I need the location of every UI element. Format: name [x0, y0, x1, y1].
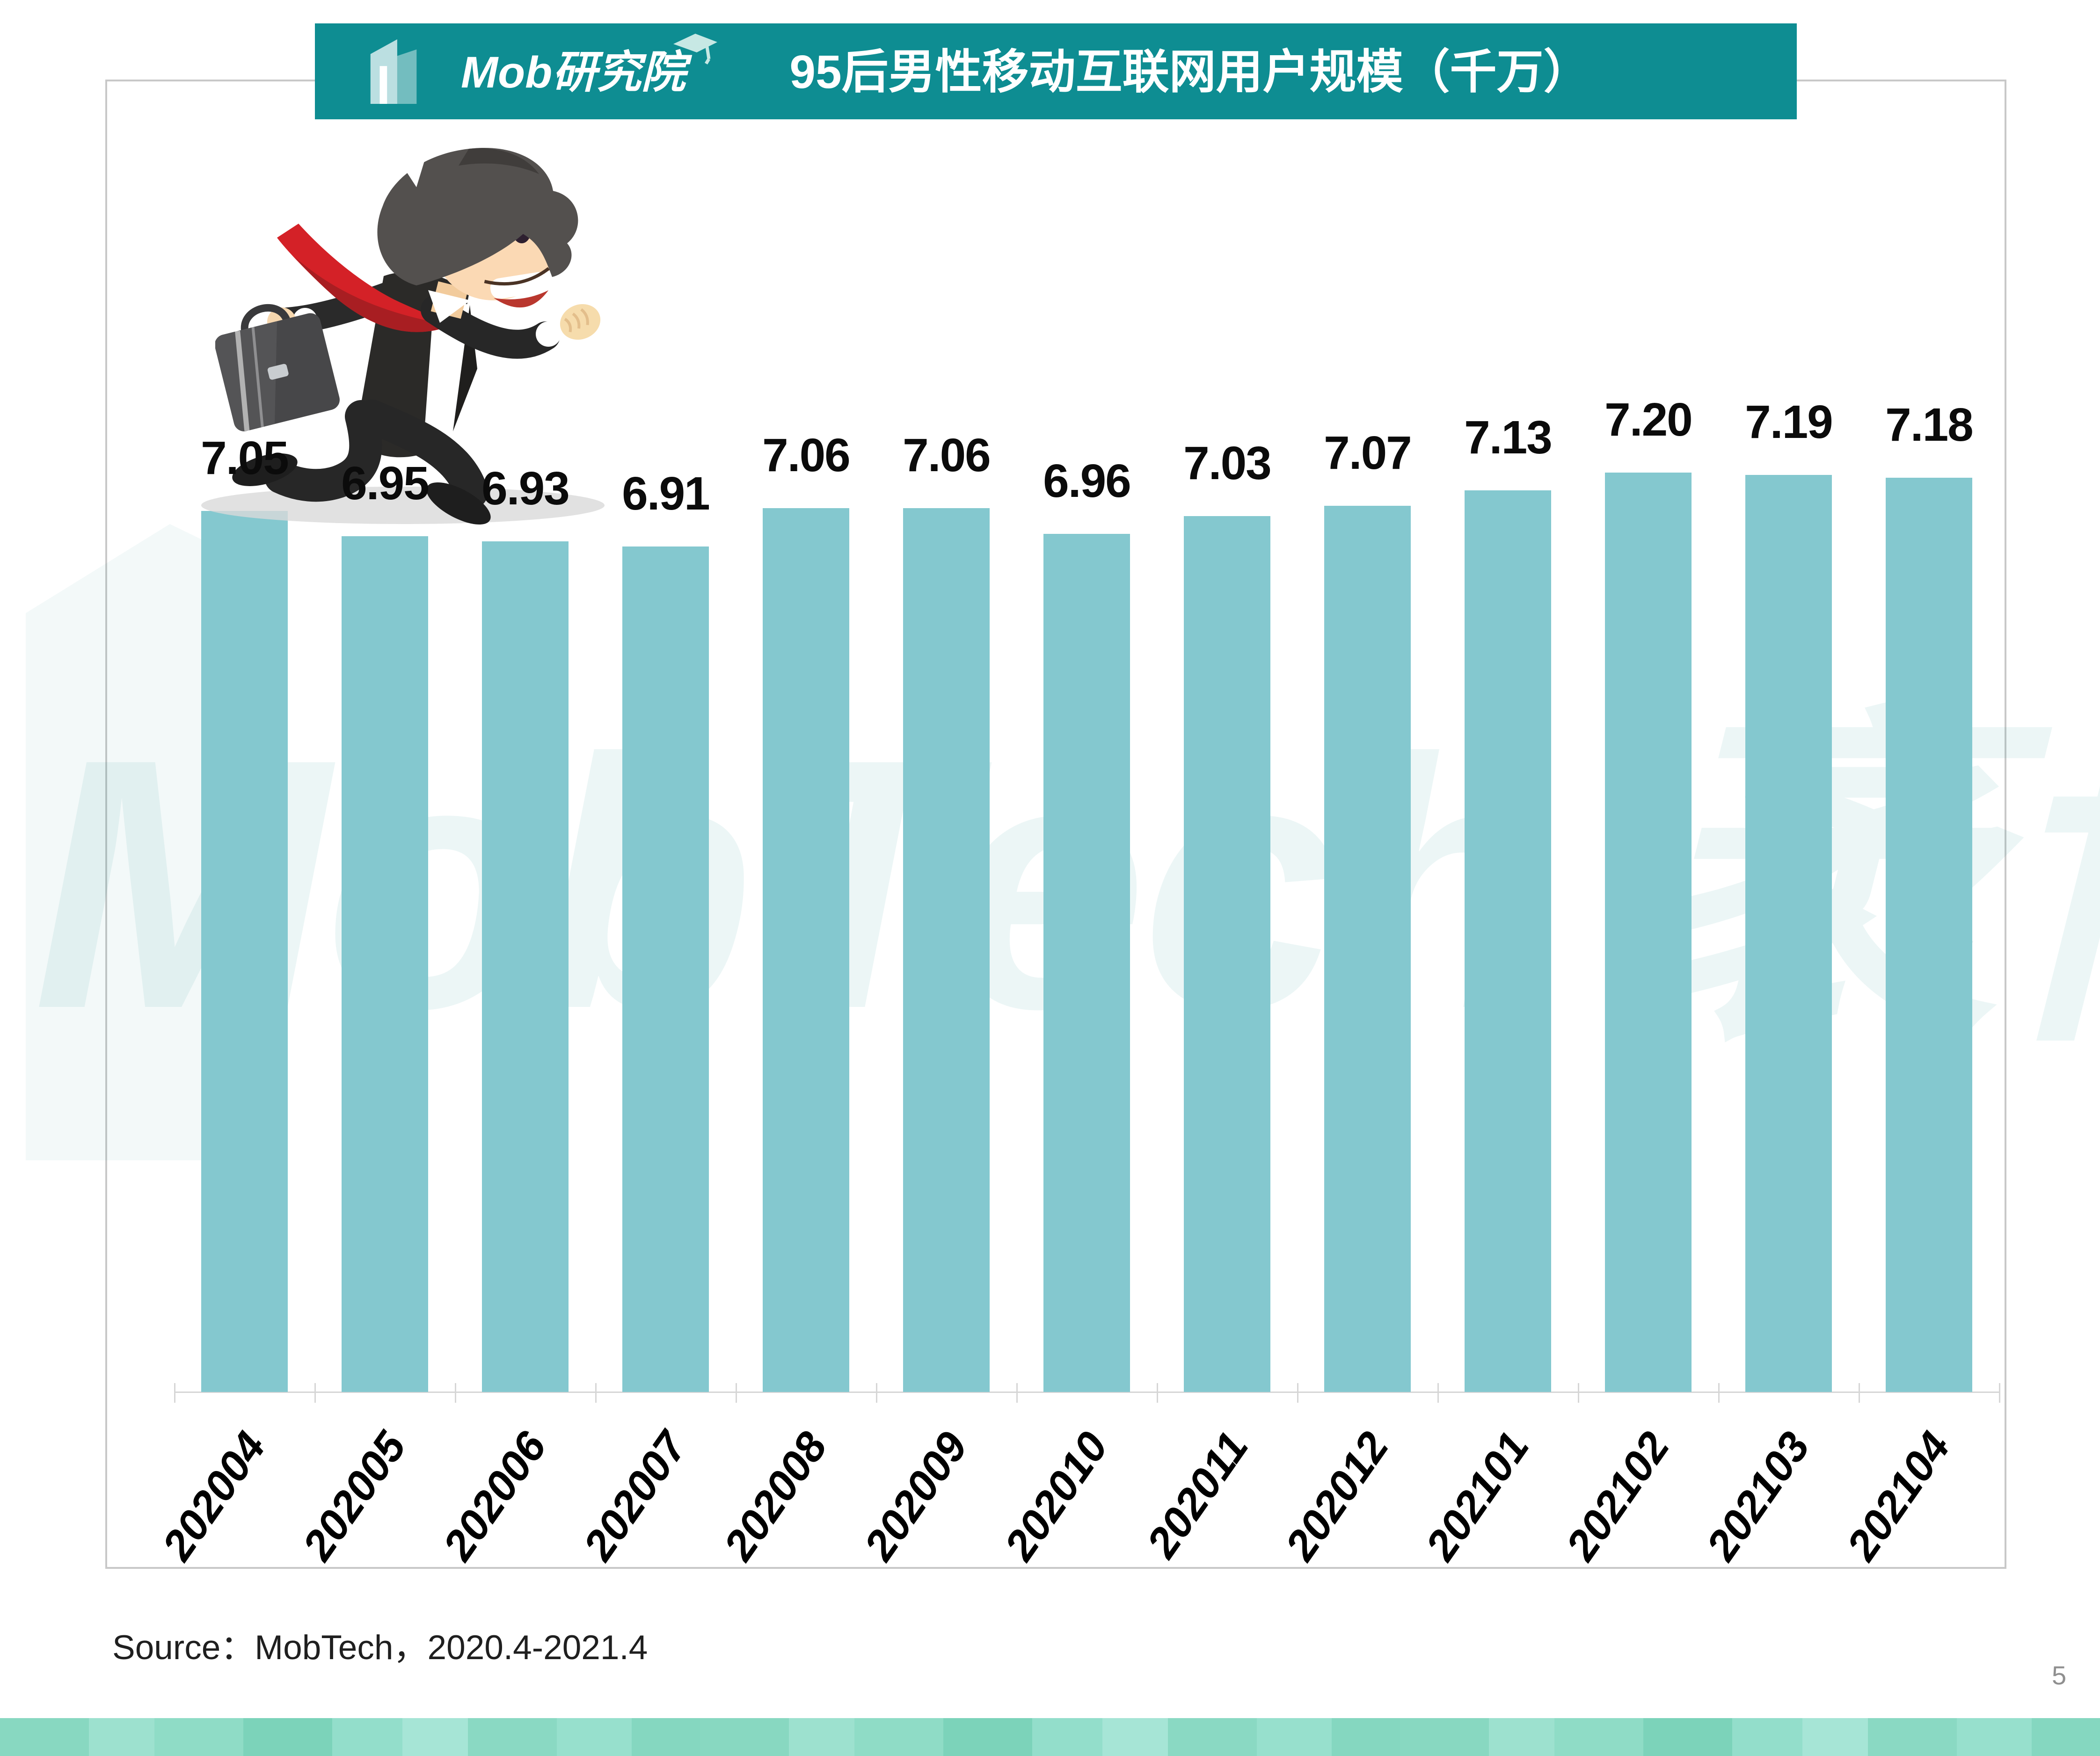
- front-arm: [421, 295, 560, 359]
- bar-value-label: 7.03: [1183, 437, 1272, 489]
- bar: [1605, 473, 1692, 1392]
- front-cuff: [536, 321, 561, 347]
- axis-tick: [1157, 1383, 1158, 1403]
- axis-tick: [1718, 1383, 1720, 1403]
- hair: [377, 147, 578, 285]
- bar-value-label: 7.20: [1604, 393, 1693, 446]
- axis-tick: [876, 1383, 877, 1403]
- hair-highlight: [404, 153, 427, 187]
- axis-tick: [455, 1383, 456, 1403]
- bar: [1745, 475, 1832, 1392]
- bar-value-label: 7.05: [201, 432, 289, 484]
- axis-tick: [736, 1383, 737, 1403]
- bar-value-label: 7.07: [1324, 427, 1412, 479]
- bar: [622, 546, 709, 1392]
- mouth: [484, 267, 550, 308]
- axis-tick: [1999, 1383, 2000, 1403]
- bar: [342, 536, 428, 1392]
- bar: [1886, 478, 1972, 1392]
- bar-value-label: 7.06: [762, 429, 851, 481]
- running-businessman-illustration: [215, 147, 601, 525]
- footer-decorative-strip: [0, 1718, 2100, 1756]
- bar: [763, 508, 849, 1392]
- briefcase-highlight: [235, 330, 250, 431]
- bar: [1184, 516, 1270, 1392]
- collar: [428, 290, 470, 323]
- bar: [903, 508, 990, 1392]
- graduation-cap-icon: [673, 34, 717, 65]
- axis-tick: [1859, 1383, 1860, 1403]
- runner-shadow-ellipse: [201, 487, 605, 524]
- axis-tick: [1297, 1383, 1298, 1403]
- x-axis-line: [174, 1392, 2000, 1393]
- bar: [1043, 534, 1130, 1392]
- back-leg: [264, 400, 382, 502]
- back-shoe: [232, 453, 298, 487]
- bar-value-label: 6.91: [622, 467, 710, 520]
- front-shoe: [426, 482, 491, 525]
- briefcase-icon: [215, 304, 340, 431]
- bar-value-label: 7.06: [903, 429, 991, 481]
- axis-tick: [1437, 1383, 1439, 1403]
- bar-value-label: 6.95: [341, 457, 430, 510]
- mob-building-icon: [370, 39, 417, 104]
- page-number: 5: [2052, 1661, 2067, 1690]
- axis-tick: [595, 1383, 597, 1403]
- axis-tick: [1578, 1383, 1579, 1403]
- briefcase-panel: [215, 321, 277, 431]
- source-note: Source：MobTech，2020.4-2021.4: [112, 1629, 648, 1667]
- briefcase-handle: [241, 304, 292, 334]
- bar-value-label: 6.93: [481, 462, 570, 515]
- header-bar: Mob研究院 95后男性移动互联网用户规模（千万）: [315, 23, 1797, 119]
- bar: [201, 511, 288, 1392]
- axis-tick: [1016, 1383, 1018, 1403]
- briefcase-highlight-2: [251, 327, 264, 427]
- logo-text: Mob研究院: [461, 48, 686, 97]
- axis-tick: [314, 1383, 316, 1403]
- bar-value-label: 7.18: [1885, 399, 1974, 451]
- tie: [277, 224, 452, 332]
- bar: [482, 541, 569, 1392]
- front-fist: [560, 304, 601, 340]
- bar-value-label: 7.13: [1464, 411, 1553, 464]
- front-leg: [355, 400, 488, 509]
- bar-value-label: 7.19: [1745, 396, 1833, 448]
- axis-tick: [174, 1383, 175, 1403]
- bar-value-label: 6.96: [1043, 455, 1131, 507]
- bar: [1324, 506, 1411, 1392]
- hair-shade: [459, 148, 539, 174]
- bar: [1465, 490, 1551, 1392]
- briefcase-clasp: [267, 364, 289, 380]
- chart-title: 95后男性移动互联网用户规模（千万）: [789, 46, 1590, 98]
